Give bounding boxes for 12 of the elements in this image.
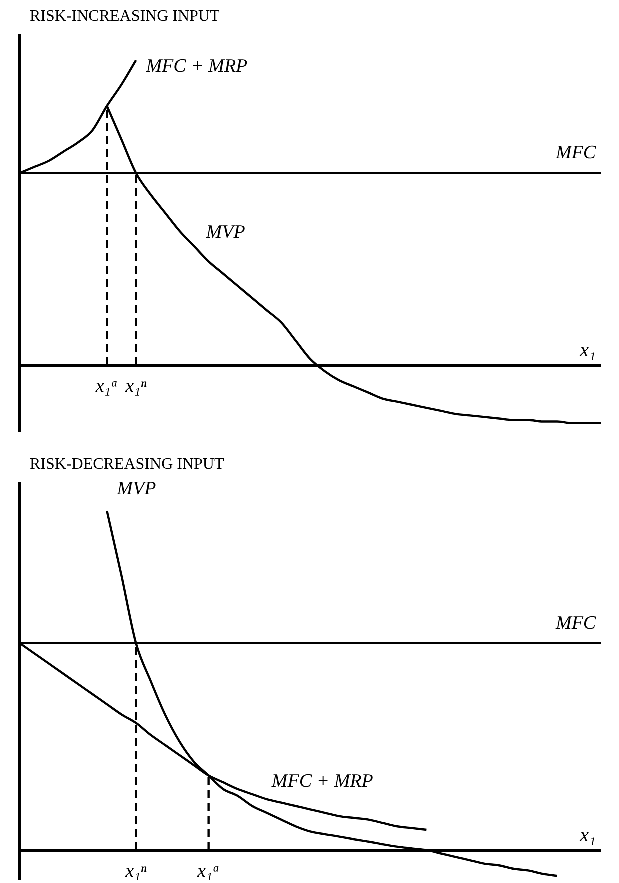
- chart-title: RISK-DECREASING INPUT: [30, 456, 226, 475]
- x-axis-title: x₁: [579, 824, 596, 847]
- x-axis-title: x₁: [579, 340, 596, 362]
- x-tick-label: x₁ⁿ: [124, 376, 147, 397]
- series-label: MFC: [555, 612, 596, 634]
- series-label: MVP: [116, 478, 157, 500]
- chart-title: RISK-INCREASING INPUT: [30, 8, 221, 27]
- series-label: MFC + MRP: [270, 770, 374, 792]
- series-label: MFC + MRP: [145, 56, 248, 77]
- x-tick-label: x₁ᵃ: [94, 376, 118, 397]
- series-label: MVP: [205, 222, 246, 243]
- series-label: MFC: [555, 142, 596, 164]
